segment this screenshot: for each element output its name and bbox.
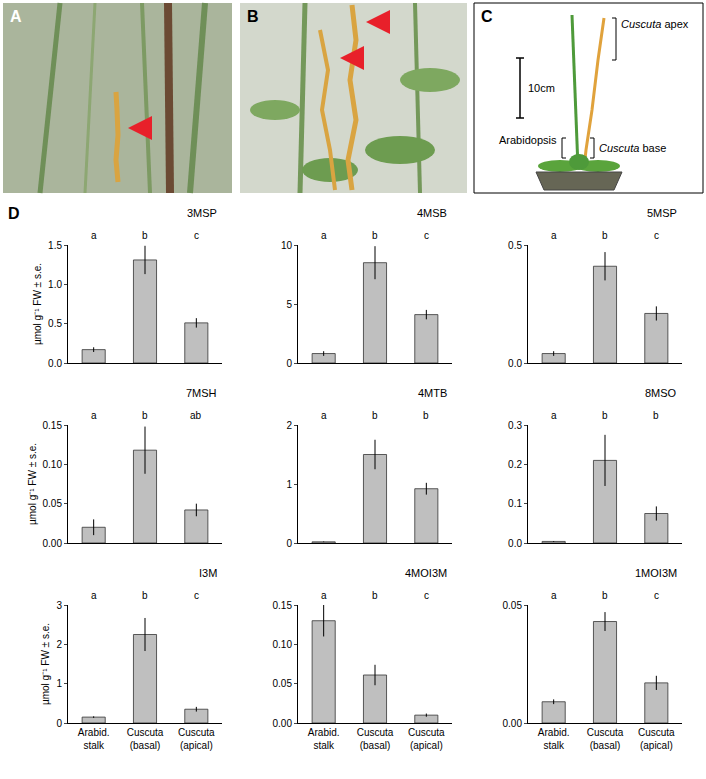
svg-text:7MSH: 7MSH	[186, 387, 217, 399]
svg-text:Arabid.stalk: Arabid.stalk	[78, 727, 110, 751]
svg-text:2: 2	[56, 639, 62, 650]
svg-text:c: c	[194, 590, 199, 601]
svg-text:0.0: 0.0	[508, 538, 522, 549]
svg-text:0.5: 0.5	[48, 318, 62, 329]
svg-text:0.0: 0.0	[508, 358, 522, 369]
svg-text:a: a	[91, 410, 97, 421]
svg-text:µmol g⁻¹ FW ± s.e.: µmol g⁻¹ FW ± s.e.	[32, 263, 43, 345]
svg-text:10: 10	[281, 240, 293, 251]
svg-text:b: b	[602, 590, 608, 601]
svg-text:Arabid.stalk: Arabid.stalk	[308, 727, 340, 751]
svg-text:b: b	[142, 230, 148, 241]
svg-text:Cuscuta(apical): Cuscuta(apical)	[408, 727, 445, 751]
svg-text:A: A	[10, 8, 22, 25]
svg-text:0: 0	[286, 538, 292, 549]
svg-text:0.1: 0.1	[508, 498, 522, 509]
svg-text:a: a	[91, 590, 97, 601]
svg-text:3MSP: 3MSP	[187, 207, 217, 219]
svg-text:c: c	[654, 590, 659, 601]
svg-text:b: b	[142, 590, 148, 601]
svg-text:Cuscuta base: Cuscuta base	[599, 142, 666, 154]
svg-text:c: c	[424, 230, 429, 241]
svg-text:c: c	[194, 230, 199, 241]
svg-text:1.5: 1.5	[48, 240, 62, 251]
svg-text:0.3: 0.3	[508, 420, 522, 431]
svg-text:b: b	[372, 590, 378, 601]
svg-text:b: b	[602, 230, 608, 241]
svg-text:0.05: 0.05	[43, 498, 63, 509]
svg-text:Cuscuta(apical): Cuscuta(apical)	[638, 727, 675, 751]
svg-text:0.2: 0.2	[508, 459, 522, 470]
svg-text:2: 2	[286, 420, 292, 431]
svg-text:I3M: I3M	[199, 567, 217, 579]
svg-text:5MSP: 5MSP	[647, 207, 677, 219]
svg-text:0.00: 0.00	[273, 718, 293, 729]
svg-text:Arabid.stalk: Arabid.stalk	[538, 727, 570, 751]
svg-text:0.00: 0.00	[503, 718, 523, 729]
svg-text:0.10: 0.10	[273, 639, 293, 650]
svg-text:µmol g⁻¹ FW ± s.e.: µmol g⁻¹ FW ± s.e.	[27, 443, 38, 525]
svg-text:c: c	[654, 230, 659, 241]
svg-text:0: 0	[56, 718, 62, 729]
svg-text:1: 1	[286, 479, 292, 490]
svg-text:b: b	[602, 410, 608, 421]
svg-text:b: b	[423, 410, 429, 421]
svg-text:1MOI3M: 1MOI3M	[635, 567, 677, 579]
svg-text:b: b	[142, 410, 148, 421]
svg-text:µmol g⁻¹ FW ± s.e.: µmol g⁻¹ FW ± s.e.	[40, 623, 51, 705]
svg-text:5: 5	[286, 299, 292, 310]
svg-text:4MSB: 4MSB	[417, 207, 447, 219]
svg-text:b: b	[372, 410, 378, 421]
svg-text:a: a	[551, 410, 557, 421]
svg-text:4MOI3M: 4MOI3M	[405, 567, 447, 579]
svg-text:a: a	[321, 230, 327, 241]
svg-text:0.00: 0.00	[43, 538, 63, 549]
svg-text:b: b	[653, 410, 659, 421]
svg-text:0.05: 0.05	[503, 600, 523, 611]
svg-text:Cuscuta(basal): Cuscuta(basal)	[587, 727, 624, 751]
svg-text:ab: ab	[190, 410, 202, 421]
svg-text:1.0: 1.0	[48, 279, 62, 290]
svg-text:0.5: 0.5	[508, 240, 522, 251]
svg-text:c: c	[424, 590, 429, 601]
svg-text:Cuscuta(basal): Cuscuta(basal)	[127, 727, 164, 751]
svg-text:1: 1	[56, 678, 62, 689]
svg-text:b: b	[372, 230, 378, 241]
svg-text:4MTB: 4MTB	[418, 387, 447, 399]
svg-text:0: 0	[286, 358, 292, 369]
svg-text:0.15: 0.15	[43, 420, 63, 431]
svg-text:0.15: 0.15	[273, 600, 293, 611]
svg-text:Cuscuta(apical): Cuscuta(apical)	[178, 727, 215, 751]
svg-text:B: B	[247, 8, 259, 25]
svg-text:Cuscuta(basal): Cuscuta(basal)	[357, 727, 394, 751]
svg-text:a: a	[551, 590, 557, 601]
svg-text:D: D	[8, 205, 20, 222]
svg-text:3: 3	[56, 600, 62, 611]
svg-text:C: C	[481, 8, 493, 25]
svg-text:10cm: 10cm	[528, 82, 555, 94]
svg-text:a: a	[321, 410, 327, 421]
svg-text:0.05: 0.05	[273, 678, 293, 689]
svg-text:8MSO: 8MSO	[645, 387, 677, 399]
svg-text:a: a	[321, 590, 327, 601]
svg-text:Arabidopsis: Arabidopsis	[499, 134, 557, 146]
svg-text:a: a	[551, 230, 557, 241]
svg-text:0.0: 0.0	[48, 358, 62, 369]
svg-text:Cuscuta apex: Cuscuta apex	[621, 18, 689, 30]
svg-text:0.10: 0.10	[43, 459, 63, 470]
svg-text:a: a	[91, 230, 97, 241]
